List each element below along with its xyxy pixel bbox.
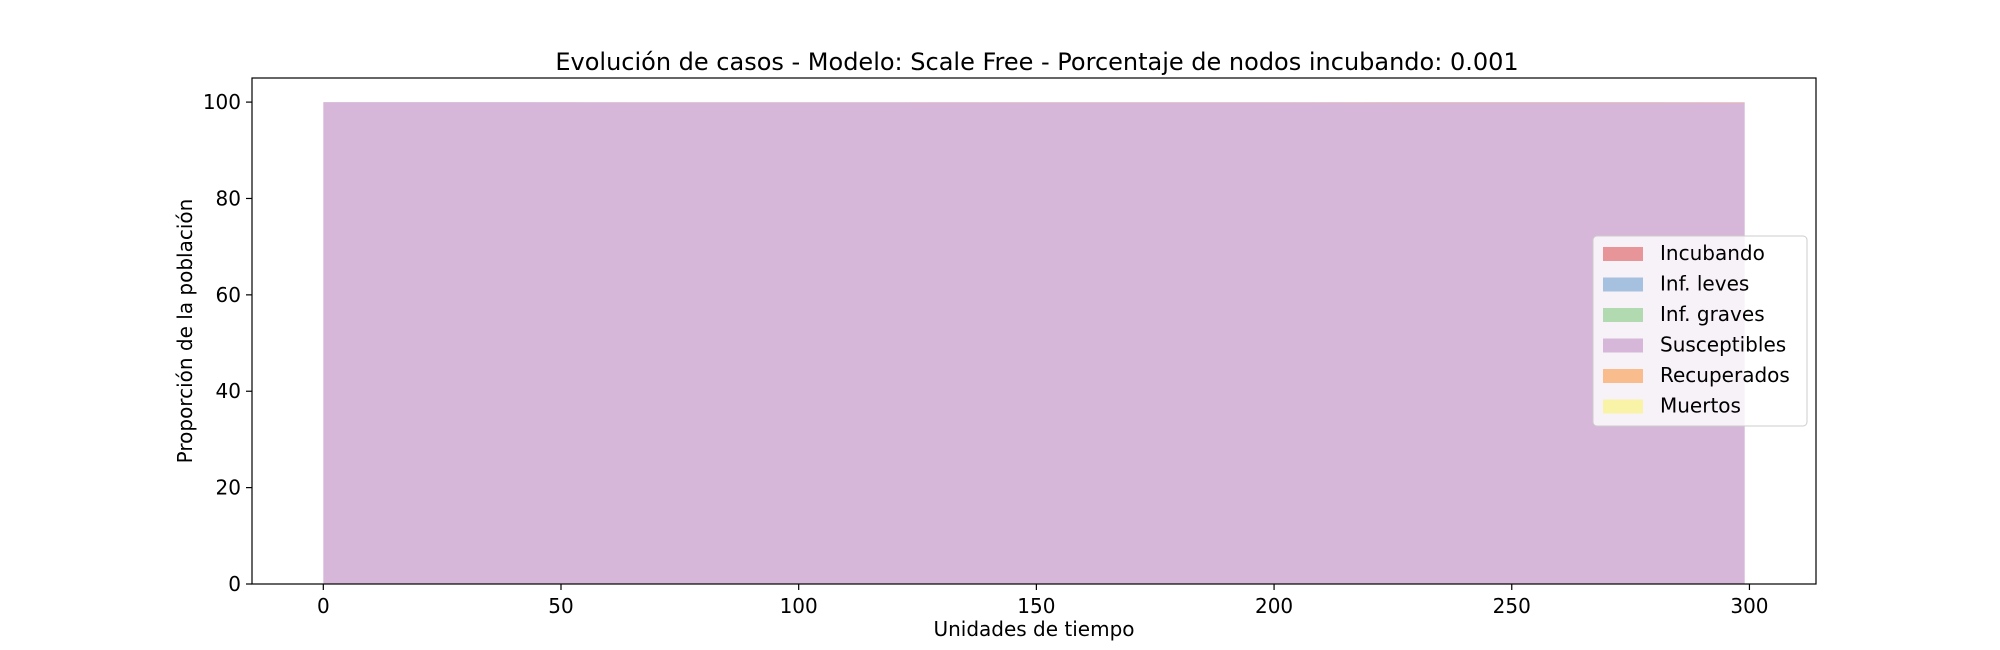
x-axis-label: Unidades de tiempo — [933, 617, 1134, 641]
legend-swatch — [1603, 399, 1643, 414]
plot-frame — [251, 77, 1817, 585]
legend-swatch — [1603, 308, 1643, 322]
legend-swatch — [1603, 369, 1643, 383]
legend: Incubando Inf. leves Inf. graves Susceptibl… — [1592, 235, 1808, 427]
x-tick-label: 150 — [1017, 594, 1055, 618]
y-axis-ticks: 0 20 40 60 80 100 — [203, 90, 252, 596]
x-tick-label: 200 — [1255, 594, 1293, 618]
y-tick-label: 20 — [216, 476, 241, 500]
legend-label: Inf. leves — [1660, 272, 1749, 296]
x-tick-label: 250 — [1493, 594, 1531, 618]
legend-label: Recuperados — [1660, 363, 1790, 387]
y-tick-label: 80 — [216, 186, 241, 210]
y-tick-label: 40 — [216, 379, 241, 403]
x-tick-label: 50 — [548, 594, 573, 618]
legend-swatch — [1603, 277, 1643, 292]
area-layers — [323, 102, 1745, 584]
chart-title: Evolución de casos - Modelo: Scale Free … — [555, 48, 1518, 76]
legend-label: Muertos — [1660, 394, 1741, 418]
legend-frame — [1592, 235, 1808, 427]
area-susceptibles — [323, 102, 1745, 584]
legend-swatch — [1603, 338, 1643, 353]
legend-label: Susceptibles — [1660, 333, 1786, 357]
y-tick-label: 60 — [216, 283, 241, 307]
y-tick-label: 100 — [203, 90, 241, 114]
legend-label: Inf. graves — [1660, 302, 1765, 326]
legend-label: Incubando — [1660, 241, 1765, 265]
x-tick-label: 100 — [780, 594, 818, 618]
x-tick-label: 300 — [1730, 594, 1768, 618]
y-axis-label: Proporción de la población — [173, 199, 197, 464]
legend-swatch — [1603, 247, 1643, 261]
x-tick-label: 0 — [317, 594, 330, 618]
y-tick-label: 0 — [228, 572, 241, 596]
x-axis-ticks: 0 50 100 150 200 250 300 — [317, 584, 1769, 618]
